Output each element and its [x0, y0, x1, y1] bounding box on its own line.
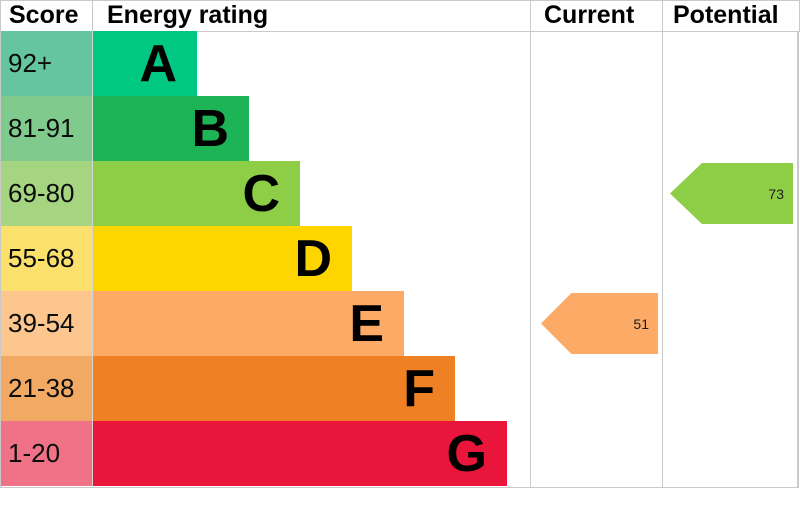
potential-rating-value: 73	[768, 185, 784, 202]
band-row: 92+ A	[0, 31, 800, 96]
score-cell: 69-80	[0, 161, 93, 226]
score-cell: 55-68	[0, 226, 93, 291]
header-score: Score	[0, 1, 93, 32]
score-range-label: 69-80	[8, 178, 75, 208]
table-left-border	[0, 31, 1, 487]
band-row: 1-20 G	[0, 421, 800, 486]
band-bar: G	[93, 421, 507, 486]
score-range-label: 39-54	[8, 308, 75, 338]
band-bar: D	[93, 226, 352, 291]
band-bar: C	[93, 161, 300, 226]
band-letter: F	[403, 359, 435, 418]
header-potential: Potential	[663, 1, 800, 32]
score-range-label: 81-91	[8, 113, 75, 143]
score-cell: 1-20	[0, 421, 93, 486]
band-letter: G	[446, 424, 487, 483]
band-letter: C	[242, 164, 280, 223]
score-range-label: 55-68	[8, 243, 75, 273]
header-energy-rating: Energy rating	[93, 1, 531, 32]
potential-column-divider	[662, 31, 663, 487]
table-bottom-border	[0, 487, 799, 488]
current-column-divider	[530, 31, 531, 487]
score-cell: 39-54	[0, 291, 93, 356]
band-row: 69-80 C	[0, 161, 800, 226]
band-bar: A	[93, 31, 197, 96]
band-letter: D	[294, 229, 332, 288]
band-bar: F	[93, 356, 455, 421]
score-range-label: 21-38	[8, 373, 75, 403]
band-letter: A	[139, 34, 177, 93]
score-cell: 92+	[0, 31, 93, 96]
band-letter: B	[191, 99, 229, 158]
band-bar: E	[93, 291, 404, 356]
band-row: 55-68 D	[0, 226, 800, 291]
band-bar: B	[93, 96, 249, 161]
band-row: 21-38 F	[0, 356, 800, 421]
score-cell: 21-38	[0, 356, 93, 421]
band-letter: E	[349, 294, 384, 353]
band-rows: 92+ A 81-91 B 69-80 C 55-68	[0, 31, 800, 486]
score-cell: 81-91	[0, 96, 93, 161]
band-row: 81-91 B	[0, 96, 800, 161]
current-rating-value: 51	[633, 315, 649, 332]
table-right-border	[797, 31, 799, 487]
header-row: Score Energy rating Current Potential	[0, 0, 800, 32]
score-range-label: 1-20	[8, 438, 61, 468]
score-range-label: 92+	[8, 48, 53, 78]
header-current: Current	[531, 1, 663, 32]
band-row: 39-54 E	[0, 291, 800, 356]
